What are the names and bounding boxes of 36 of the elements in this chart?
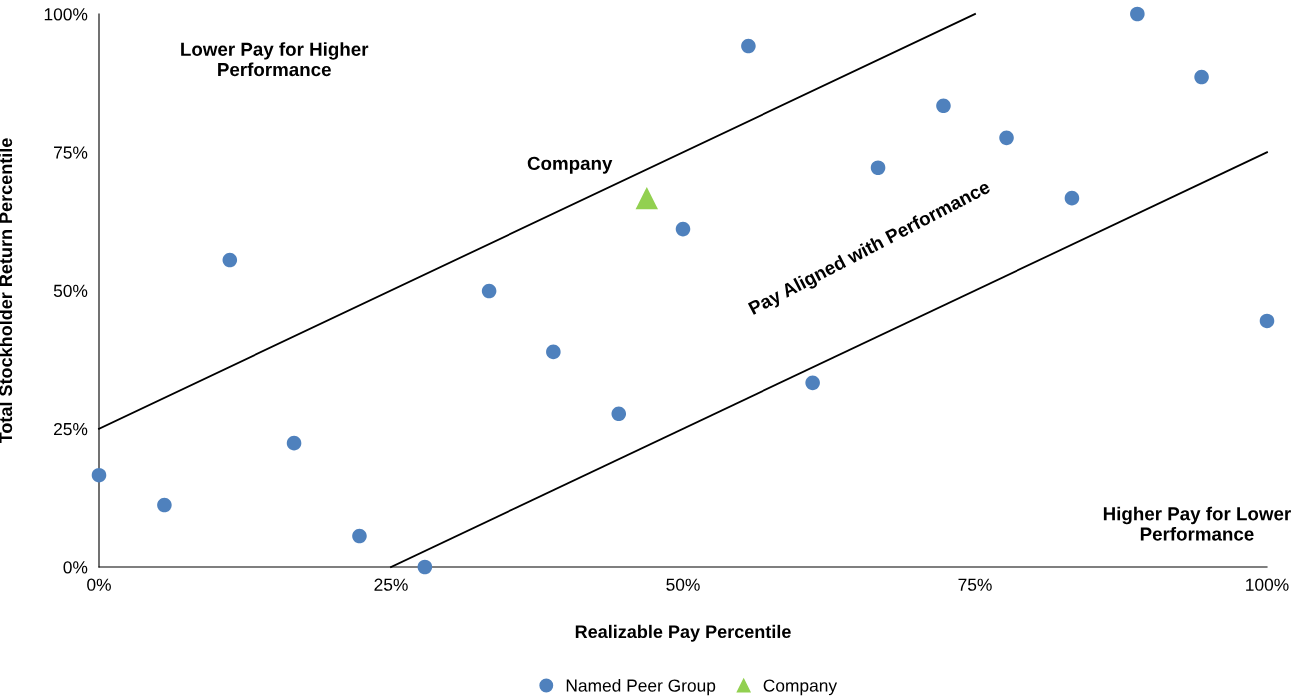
point [352,528,367,544]
point [675,221,691,237]
y-tick-label: 0% [63,561,88,574]
point [741,38,756,54]
point [481,283,497,299]
point [222,252,238,268]
point [157,497,172,513]
point [611,406,627,422]
point [1194,69,1209,85]
point [936,98,951,114]
y-tick-label: 50% [53,284,88,297]
point [999,130,1014,146]
x-tick-label: 75% [958,578,992,591]
y-tick-label: 25% [54,422,88,436]
point [417,559,433,575]
annotation: Company [527,156,613,174]
point [1130,6,1145,22]
y-tick-label: 75% [54,146,88,159]
x-tick-label: 100% [1246,578,1289,591]
x-axis-title: Realizable Pay Percentile [575,624,791,642]
point [870,160,886,176]
point [546,344,561,360]
x-tick-label: 0% [87,578,111,591]
point [91,467,107,483]
annotation: Higher Pay for Lower Performance [1103,506,1291,541]
y-tick-label: 100% [44,8,88,21]
x-tick-label: 50% [666,578,700,591]
point [1259,313,1275,329]
point [1064,190,1080,206]
annotation: Lower Pay for Higher Performance [181,42,369,77]
point [805,375,820,391]
point [635,186,658,210]
legend-label: Company [763,679,838,696]
legend-label: Named Peer Group [566,678,716,696]
x-tick-label: 25% [374,578,408,591]
point [286,435,302,451]
